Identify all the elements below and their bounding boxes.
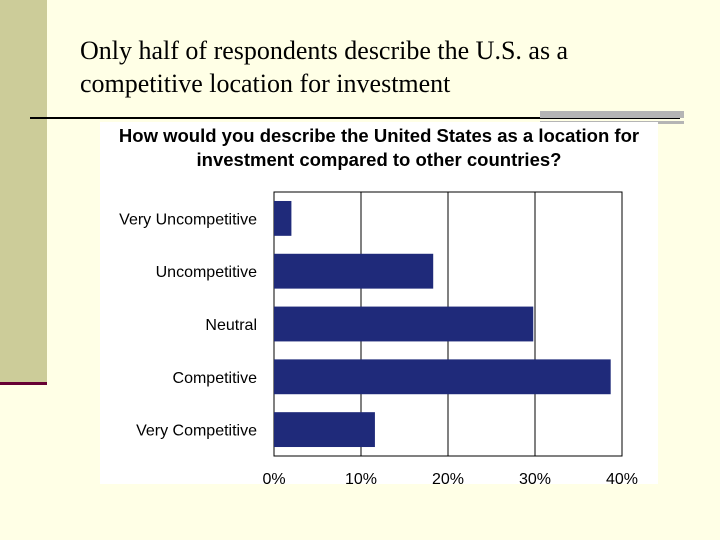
category-label: Very Competitive [136,423,257,440]
bar-chart: How would you describe the United States… [100,122,658,484]
bar [274,412,375,448]
bar [274,306,534,342]
category-label: Very Uncompetitive [119,211,257,228]
category-label: Neutral [205,317,257,334]
x-tick-label: 10% [345,471,377,484]
x-tick-label: 40% [606,471,638,484]
bar [274,359,611,395]
chart-title: How would you describe the United States… [118,125,640,170]
divider-accent [540,111,684,118]
title-divider [30,117,680,119]
category-label: Competitive [173,370,258,387]
bar [274,253,434,289]
x-tick-label: 0% [262,471,285,484]
slide-title: Only half of respondents describe the U.… [80,36,569,98]
bar [274,200,292,236]
left-band-edge [0,382,47,385]
x-tick-label: 20% [432,471,464,484]
left-decorative-band [0,0,47,384]
x-tick-label: 30% [519,471,551,484]
chart-svg: 0% 10% 20% 30% 40% Very Uncompetitive Uncompet… [119,191,638,484]
category-label: Uncompetitive [156,264,257,281]
